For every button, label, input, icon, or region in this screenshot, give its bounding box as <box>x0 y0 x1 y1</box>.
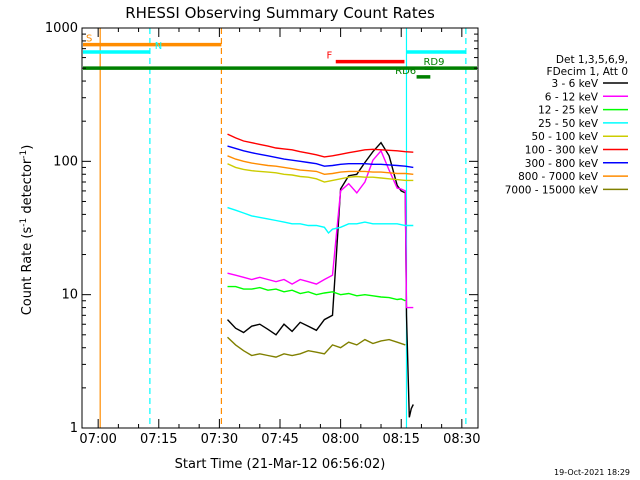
series-line-25-50-kev <box>227 206 414 235</box>
x-tick-label: 07:45 <box>261 432 298 447</box>
series-line-100-300-kev <box>227 133 414 158</box>
flag-label-s: S <box>86 34 92 45</box>
legend-label-50-100-kev: 50 - 100 keV <box>531 131 598 143</box>
legend-header-line: FDecim 1, Att 0 <box>547 66 628 78</box>
x-tick-label: 07:15 <box>140 432 177 447</box>
legend-label-300-800-kev: 300 - 800 keV <box>525 158 599 170</box>
x-tick-label: 07:30 <box>201 432 238 447</box>
chart-title: RHESSI Observing Summary Count Rates <box>125 4 435 22</box>
y-tick-label: 1000 <box>45 21 78 36</box>
series-line-50-100-kev <box>227 163 414 183</box>
legend-label-800-7000-kev: 800 - 7000 keV <box>518 171 599 183</box>
vertical-markers <box>99 28 467 428</box>
footer-date: 19-Oct-2021 18:29 <box>554 468 630 477</box>
series-line-300-800-kev <box>227 145 414 169</box>
flag-label-rd9: RD9 <box>423 57 444 68</box>
series-line-800-7000-kev <box>227 155 414 176</box>
legend-header-line: Det 1,3,5,6,9, <box>556 54 628 66</box>
y-tick-label: 1 <box>70 421 78 436</box>
flag-label-rd6: RD6 <box>395 66 416 77</box>
x-tick-label: 07:00 <box>79 432 116 447</box>
y-tick-label: 100 <box>53 154 78 169</box>
flag-bars: S N F RD9 RD6 <box>83 34 477 79</box>
x-tick-label: 08:30 <box>443 432 480 447</box>
series-lines <box>226 133 414 418</box>
legend: Det 1,3,5,6,9,FDecim 1, Att 03 - 6 keV6 … <box>505 54 628 196</box>
legend-label-100-300-kev: 100 - 300 keV <box>525 145 599 157</box>
x-tick-label: 08:00 <box>322 432 359 447</box>
x-tick-label: 08:15 <box>382 432 419 447</box>
y-tick-label: 10 <box>61 288 78 303</box>
series-line-3-6-kev <box>226 141 414 418</box>
legend-label-7000-15000-kev: 7000 - 15000 keV <box>505 184 599 196</box>
flag-label-n: N <box>155 41 162 52</box>
series-line-7000-15000-kev <box>227 336 406 358</box>
series-line-6-12-kev <box>227 149 414 309</box>
x-axis-label: Start Time (21-Mar-12 06:56:02) <box>175 457 386 472</box>
legend-label-25-50-kev: 25 - 50 keV <box>538 118 599 130</box>
legend-label-3-6-kev: 3 - 6 keV <box>551 78 598 90</box>
series-line-12-25-kev <box>227 285 406 302</box>
legend-label-6-12-kev: 6 - 12 keV <box>545 91 599 103</box>
y-axis-label: Count Rate (s-1 detector-1) <box>19 145 35 316</box>
flag-label-f: F <box>326 51 332 62</box>
axis-ticks: 07:00 07:15 07:30 07:45 08:00 08:15 08:30 1 10 10… <box>45 21 481 447</box>
legend-label-12-25-kev: 12 - 25 keV <box>538 105 599 117</box>
